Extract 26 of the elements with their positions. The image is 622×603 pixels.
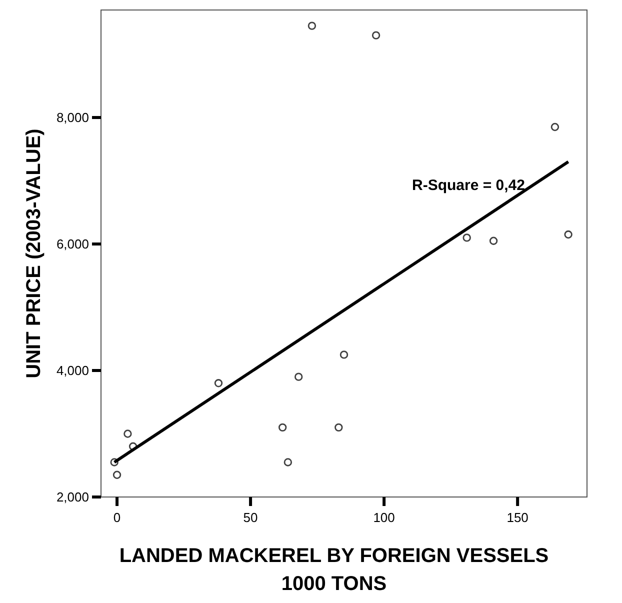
annotation: R-Square = 0,42 (412, 177, 525, 194)
x-tick-label: 0 (113, 510, 121, 525)
point (489, 236, 498, 245)
point (462, 234, 471, 242)
x-tick-label: 100 (373, 510, 395, 525)
x-tick-label: 150 (506, 510, 528, 525)
x-axis-title: LANDED MACKEREL BY FOREIGN VESSELS 1000 TONS (119, 545, 549, 595)
point (334, 423, 343, 432)
y-axis-title: UNIT PRICE (2003-VALUE) (23, 128, 45, 378)
y-tick-label: 8,000 (56, 110, 89, 126)
point (112, 470, 122, 479)
point (214, 379, 223, 388)
point (278, 423, 287, 432)
point (124, 430, 132, 438)
y-tick-label: 4,000 (56, 363, 89, 378)
y-tick-label: 2,000 (56, 490, 89, 504)
x-tick-label: 50 (243, 510, 258, 525)
point (110, 458, 118, 466)
point (294, 372, 303, 381)
y-tick-label: 6,000 (56, 236, 89, 252)
point (308, 22, 316, 30)
point (284, 458, 292, 466)
point (340, 350, 348, 359)
point (564, 230, 572, 239)
point (550, 122, 560, 132)
point (372, 31, 380, 40)
